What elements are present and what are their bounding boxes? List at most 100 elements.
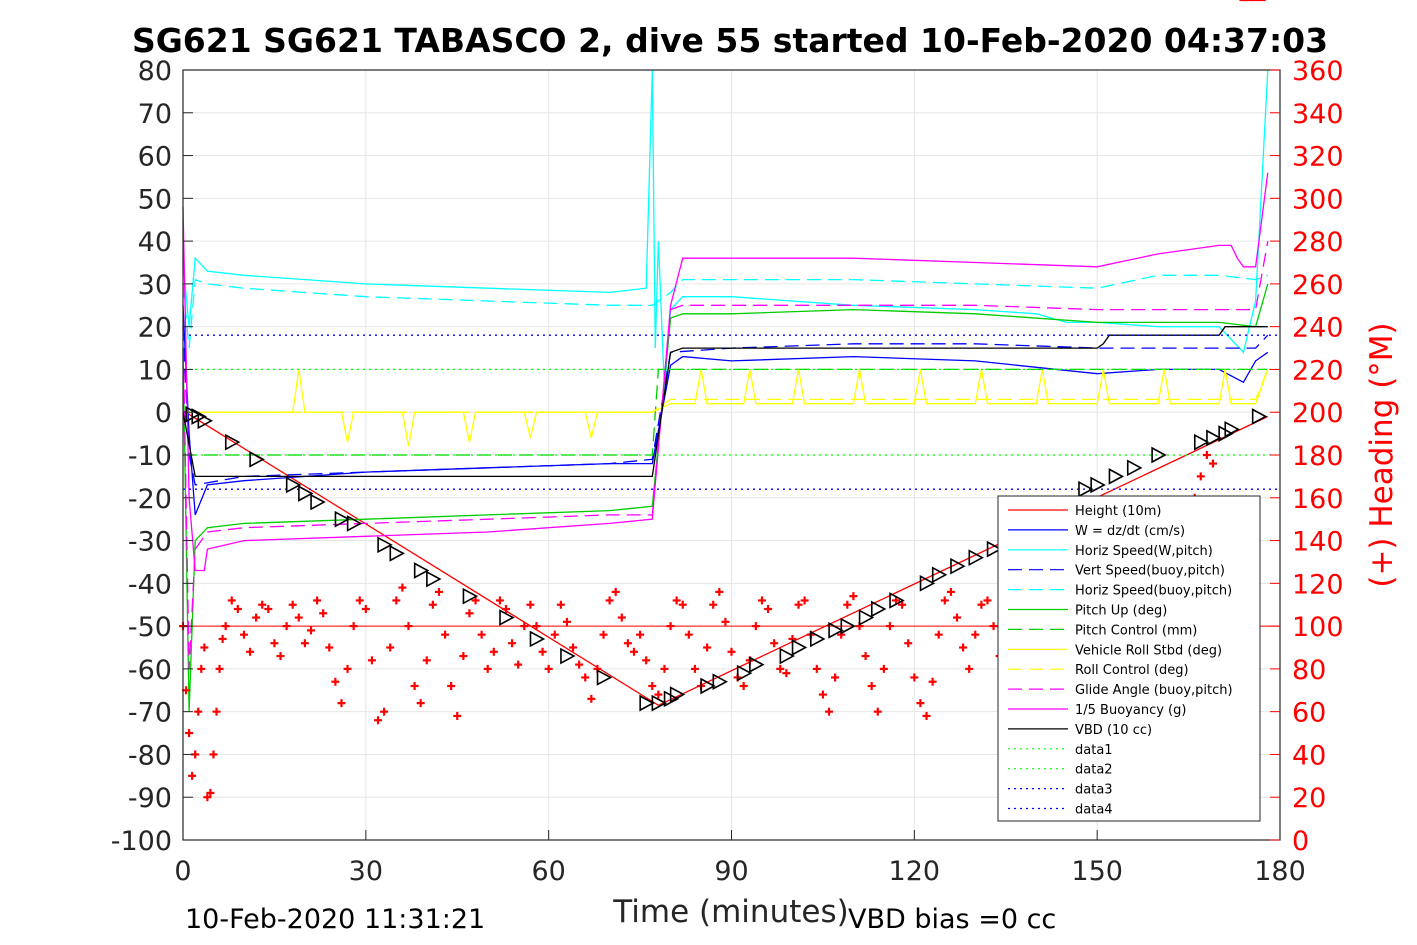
height-marker: [1078, 480, 1094, 498]
y-right-tick-label: 220: [1292, 355, 1344, 386]
x-tick-label: 150: [1071, 856, 1123, 887]
heading-point: [282, 622, 291, 631]
heading-point: [343, 664, 352, 673]
heading-point: [983, 596, 992, 605]
height-marker: [840, 617, 856, 635]
height-marker: [749, 656, 765, 673]
y-right-tick-label: 320: [1292, 142, 1344, 173]
heading-point: [1202, 451, 1211, 459]
height-marker: [1193, 433, 1210, 451]
y-right-tick-label: 20: [1292, 783, 1326, 814]
heading-point: [575, 660, 584, 669]
heading-point: [337, 699, 346, 708]
heading-point: [221, 622, 230, 631]
legend-entry: VBD (10 cc): [1008, 723, 1152, 738]
legend-label: Vehicle Roll Stbd (deg): [1075, 643, 1222, 658]
heading-point: [215, 664, 224, 673]
heading-point: [319, 609, 328, 618]
heading-point: [703, 643, 712, 652]
heading-point: [258, 600, 267, 609]
heading-point: [246, 647, 255, 656]
heading-point: [831, 673, 840, 682]
heading-point: [434, 587, 443, 596]
height-marker: [669, 686, 686, 703]
y-tick-label: 10: [138, 355, 172, 386]
y-tick-label: -40: [128, 569, 172, 600]
height-marker: [1224, 420, 1240, 438]
heading-point: [818, 690, 827, 699]
y-right-tick-label: 120: [1292, 569, 1344, 600]
y-tick-label: -50: [128, 612, 172, 643]
height-marker: [986, 540, 1003, 558]
series-line-10: [182, 172, 1269, 572]
heading-point: [709, 600, 718, 609]
heading-point: [532, 622, 541, 631]
heading-point: [233, 605, 242, 613]
heading-point: [629, 647, 638, 656]
height-marker: [1206, 429, 1222, 447]
heading-point: [581, 673, 590, 682]
heading-point: [200, 643, 209, 652]
heading-point: [520, 622, 529, 631]
heading-point: [489, 647, 498, 656]
height-marker: [529, 630, 546, 648]
y-tick-label: 20: [138, 313, 172, 344]
heading-point: [349, 622, 358, 631]
legend-label: Glide Angle (buoy,pitch): [1075, 683, 1233, 698]
heading-point: [721, 617, 730, 626]
heading-point: [684, 630, 693, 639]
x-tick-label: 90: [714, 856, 748, 887]
heading-point: [194, 707, 203, 716]
heading-point: [550, 630, 559, 639]
height-marker: [1151, 446, 1167, 464]
heading-point: [776, 664, 785, 673]
legend-entry: 1/5 Buoyancy (g): [1008, 703, 1186, 718]
heading-point: [605, 596, 614, 605]
height-marker: [298, 485, 314, 502]
height-marker: [426, 570, 442, 588]
heading-point: [495, 596, 504, 605]
legend-label: data2: [1075, 763, 1113, 778]
legend-entry: Horiz Speed(W,pitch): [1008, 544, 1213, 559]
heading-point: [764, 605, 773, 613]
heading-point: [556, 600, 565, 609]
height-marker: [377, 536, 393, 554]
heading-point: [879, 664, 888, 673]
legend-label: Pitch Control (mm): [1075, 623, 1197, 638]
heading-point: [416, 699, 425, 708]
legend-label: Pitch Up (deg): [1075, 604, 1167, 619]
heading-point: [965, 664, 974, 673]
heading-point: [757, 596, 766, 605]
height-marker: [791, 639, 808, 656]
y-tick-label: 30: [138, 270, 172, 301]
heading-point: [526, 600, 535, 609]
heading-point: [404, 622, 413, 631]
heading-point: [325, 643, 334, 652]
y-right-tick-label: 160: [1292, 484, 1344, 515]
legend-entry: data2: [1008, 763, 1113, 778]
y-tick-label: -80: [128, 740, 172, 771]
x-axis-label: Time (minutes): [612, 894, 848, 930]
heading-point: [355, 596, 364, 605]
heading-point: [422, 656, 431, 665]
height-marker: [919, 574, 936, 592]
heading-point: [794, 600, 803, 609]
heading-point: [959, 643, 968, 652]
y-tick-label: 80: [138, 56, 172, 87]
height-marker: [389, 545, 405, 562]
y-right-tick-label: 200: [1292, 398, 1344, 429]
heading-point: [904, 639, 913, 648]
legend-entry: data1: [1008, 743, 1113, 758]
legend-entry: W = dz/dt (cm/s): [1008, 524, 1185, 539]
x-tick-label: 60: [531, 856, 565, 887]
heading-point: [508, 639, 517, 648]
legend-label: data1: [1075, 743, 1113, 758]
heading-point: [212, 707, 221, 716]
legend-label: data3: [1075, 783, 1113, 798]
heading-point: [910, 673, 919, 682]
height-marker: [889, 592, 905, 609]
height-marker: [1090, 476, 1106, 494]
height-marker: [249, 450, 265, 468]
heading-point: [690, 664, 699, 673]
heading-point: [800, 596, 809, 605]
